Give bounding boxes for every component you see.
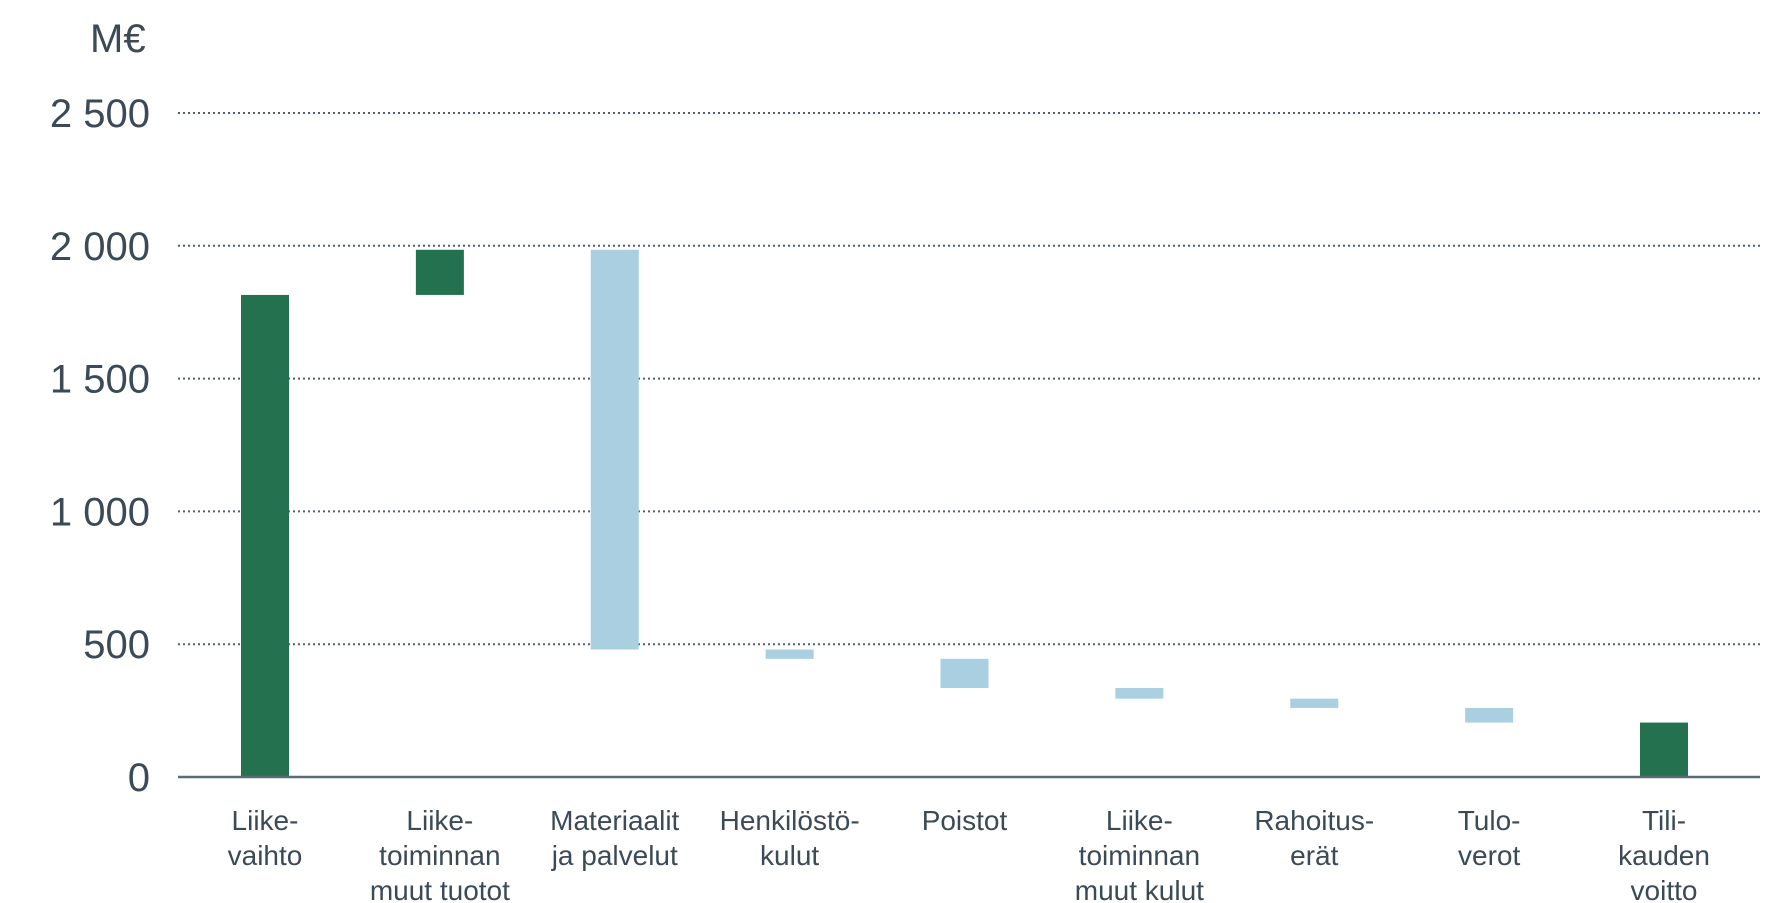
bar-decrease	[1115, 688, 1164, 699]
unit-label: M€	[90, 17, 146, 61]
bars	[241, 249, 1688, 777]
x-category-label-line: kauden	[1618, 840, 1710, 871]
x-category-label-line: Liike-	[406, 805, 473, 836]
bar-total	[1640, 722, 1688, 777]
x-category-label-line: verot	[1458, 840, 1520, 871]
x-category-label: Henkilöstö-kulut	[720, 805, 860, 871]
x-category-label: Liike-toiminnan muut kulut	[1075, 805, 1204, 903]
y-tick-label: 0	[128, 756, 150, 800]
x-category-label: Poistot	[922, 805, 1008, 836]
x-category-label-line: Tili-	[1642, 805, 1686, 836]
x-category-label: Materiaalit ja palvelut	[550, 805, 679, 871]
x-category-label-line: Tulo-	[1458, 805, 1521, 836]
bar-total	[241, 294, 289, 777]
x-category-label-line: toiminnan	[379, 840, 500, 871]
x-category-label-line: Poistot	[922, 805, 1008, 836]
x-category-label-line: voitto	[1631, 875, 1698, 903]
x-category-label-line: Rahoitus-	[1254, 805, 1374, 836]
x-category-label: Liike-vaihto	[228, 805, 303, 871]
x-category-label-line: toiminnan	[1079, 840, 1200, 871]
bar-decrease	[1290, 698, 1339, 708]
x-category-label: Tili-kauden voitto	[1618, 805, 1710, 903]
y-tick-label: 500	[83, 623, 150, 667]
x-category-label-line: kulut	[760, 840, 819, 871]
x-category-label-line: Liike-	[1106, 805, 1173, 836]
y-tick-label: 1 000	[50, 490, 150, 534]
bar-decrease	[1465, 707, 1514, 723]
x-category-label-line: Liike-	[232, 805, 299, 836]
x-category-label: Tulo-verot	[1458, 805, 1521, 871]
x-category-label: Rahoitus-erät	[1254, 805, 1374, 871]
x-category-label-line: Materiaalit	[550, 805, 679, 836]
y-tick-label: 1 500	[50, 358, 150, 402]
x-category-label-line: vaihto	[228, 840, 303, 871]
x-category-label-line: ja palvelut	[551, 840, 678, 871]
x-category-label-line: muut tuotot	[370, 875, 510, 903]
y-axis-ticks: 0 500 1 000 1 500 2 000 2 500	[50, 92, 150, 800]
bar-decrease	[590, 249, 639, 650]
gridlines	[178, 112, 1760, 646]
bar-decrease	[940, 658, 989, 689]
bar-decrease	[765, 649, 814, 659]
y-tick-label: 2 500	[50, 92, 150, 136]
x-category-label: Liike-toiminnan muut tuotot	[370, 805, 510, 903]
y-tick-label: 2 000	[50, 225, 150, 269]
x-category-label-line: muut kulut	[1075, 875, 1204, 903]
x-category-label-line: Henkilöstö-	[720, 805, 860, 836]
x-category-label-line: erät	[1290, 840, 1338, 871]
bar-increase	[415, 249, 464, 295]
